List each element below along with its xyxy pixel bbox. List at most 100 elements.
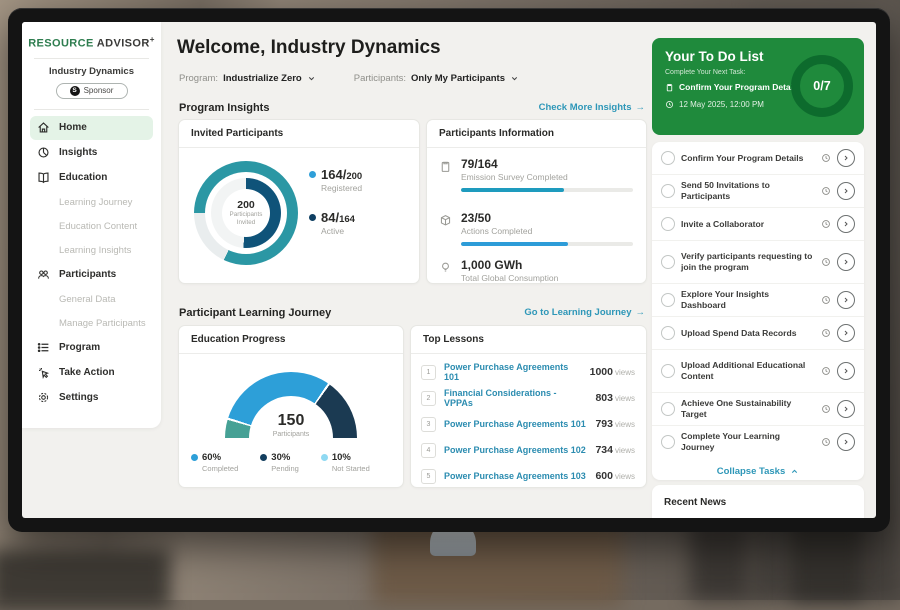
sidebar-item-participants[interactable]: Participants [30, 263, 153, 287]
lesson-link[interactable]: Power Purchase Agreements 101 [444, 419, 587, 429]
settings-gear-icon [37, 391, 50, 404]
todo-progress-value: 0/7 [813, 79, 830, 93]
lesson-rank-badge: 2 [421, 391, 436, 406]
sidebar-item-education[interactable]: Education [30, 166, 153, 190]
sidebar-item-label: Insights [59, 147, 97, 158]
legend-label: Completed [202, 464, 238, 473]
task-checkbox[interactable] [661, 402, 675, 416]
program-filter-label: Program: [179, 73, 218, 84]
legend-label: Active [321, 226, 362, 236]
chevron-right-icon [842, 220, 850, 228]
divider [34, 58, 149, 59]
task-open-button[interactable] [837, 253, 855, 271]
sidebar-item-label: Education Content [59, 221, 137, 232]
task-label: Explore Your Insights Dashboard [681, 289, 815, 310]
card-title: Education Progress [179, 326, 403, 354]
legend-item-pending: 30% Pending [260, 452, 299, 473]
task-open-button[interactable] [837, 400, 855, 418]
task-open-button[interactable] [837, 215, 855, 233]
gauge-center: 150 Participants [225, 413, 357, 438]
sidebar-item-learning-insights[interactable]: Learning Insights [30, 239, 153, 262]
task-open-button[interactable] [837, 291, 855, 309]
legend-dot [260, 454, 267, 461]
lesson-link[interactable]: Power Purchase Agreements 101 [444, 362, 582, 382]
card-title: Participants Information [427, 120, 646, 148]
invited-participants-donut: 200 Participants Invited [194, 161, 298, 265]
task-checkbox[interactable] [661, 255, 675, 269]
invited-participants-card: Invited Participants 200 Participants In… [178, 119, 420, 284]
sidebar-item-general-data[interactable]: General Data [30, 288, 153, 311]
collapse-tasks-link[interactable]: Collapse Tasks [652, 458, 864, 484]
task-open-button[interactable] [837, 362, 855, 380]
sidebar-item-education-content[interactable]: Education Content [30, 215, 153, 238]
sidebar-menu: Home Insights Education Learning Journey… [22, 116, 161, 410]
legend-label: Not Started [332, 464, 370, 473]
todo-progress-ring: 0/7 [791, 55, 853, 117]
clock-icon [821, 186, 831, 196]
task-row: Verify participants requesting to join t… [652, 240, 864, 283]
program-list-icon [37, 341, 50, 354]
sidebar: RESOURCE ADVISOR+ Industry Dynamics S Sp… [22, 22, 161, 428]
caret-up-icon [790, 467, 799, 476]
legend-label: Pending [271, 464, 299, 473]
info-row-survey: 79/164 Emission Survey Completed [439, 157, 633, 192]
clock-icon [821, 295, 831, 305]
task-open-button[interactable] [837, 324, 855, 342]
filters-bar: Program: Industrialize Zero Participants… [179, 73, 519, 84]
task-open-button[interactable] [837, 182, 855, 200]
chevron-down-icon [307, 74, 316, 83]
todo-subtitle: Complete Your Next Task: [665, 69, 745, 76]
logo-advisor: ADVISOR [97, 38, 150, 50]
sidebar-item-take-action[interactable]: Take Action [30, 361, 153, 385]
check-more-insights-link[interactable]: Check More Insights→ [539, 102, 645, 114]
consumption-value: 1,000 GWh [461, 258, 633, 272]
go-to-learning-journey-link[interactable]: Go to Learning Journey→ [524, 307, 645, 319]
task-checkbox[interactable] [661, 151, 675, 165]
top-lessons-card: Top Lessons 1 Power Purchase Agreements … [410, 325, 647, 488]
task-checkbox[interactable] [661, 435, 675, 449]
task-checkbox[interactable] [661, 184, 675, 198]
lesson-link[interactable]: Financial Considerations - VPPAs [444, 388, 587, 408]
sidebar-item-settings[interactable]: Settings [30, 386, 153, 410]
sidebar-item-home[interactable]: Home [30, 116, 153, 140]
sidebar-item-label: Education [59, 172, 107, 183]
task-checkbox[interactable] [661, 217, 675, 231]
task-label: Confirm Your Program Details [681, 153, 815, 164]
task-clipboard-icon [665, 83, 674, 92]
task-checkbox[interactable] [661, 326, 675, 340]
participants-filter[interactable]: Participants: Only My Participants [354, 73, 519, 84]
task-label: Verify participants requesting to join t… [681, 251, 815, 272]
take-action-icon [37, 366, 50, 379]
sidebar-item-label: Home [59, 122, 87, 133]
section-program-insights: Program Insights [179, 102, 269, 114]
sidebar-item-learning-journey[interactable]: Learning Journey [30, 191, 153, 214]
organization-name: Industry Dynamics [22, 66, 161, 77]
info-row-consumption: 1,000 GWh Total Global Consumption [439, 258, 633, 283]
sidebar-item-insights[interactable]: Insights [30, 141, 153, 165]
lesson-link[interactable]: Power Purchase Agreements 102 [444, 445, 587, 455]
survey-value: 79/164 [461, 157, 633, 171]
task-checkbox[interactable] [661, 364, 675, 378]
task-row: Complete Your Learning Journey [652, 425, 864, 458]
task-row: Send 50 Invitations to Participants [652, 174, 864, 207]
task-open-button[interactable] [837, 433, 855, 451]
legend-item-active: 84/164 Active [309, 210, 362, 236]
sidebar-item-label: Learning Journey [59, 197, 132, 208]
task-open-button[interactable] [837, 149, 855, 167]
task-row: Invite a Collaborator [652, 207, 864, 240]
donut-center: 200 Participants Invited [222, 189, 270, 237]
lesson-link[interactable]: Power Purchase Agreements 103 [444, 471, 587, 481]
clock-icon [821, 404, 831, 414]
program-filter[interactable]: Program: Industrialize Zero [179, 73, 316, 84]
recent-news-title: Recent News [652, 485, 864, 508]
chevron-right-icon [842, 296, 850, 304]
card-title: Invited Participants [179, 120, 419, 148]
sidebar-item-program[interactable]: Program [30, 336, 153, 360]
legend-dot [309, 214, 316, 221]
sidebar-item-label: Take Action [59, 367, 115, 378]
todo-title: Your To Do List [665, 49, 764, 64]
gauge-legend: 60% Completed 30% Pending 10% Not Starte… [191, 452, 370, 473]
task-checkbox[interactable] [661, 293, 675, 307]
sidebar-item-manage-participants[interactable]: Manage Participants [30, 312, 153, 335]
participants-information-card: Participants Information 79/164 Emission… [426, 119, 647, 284]
